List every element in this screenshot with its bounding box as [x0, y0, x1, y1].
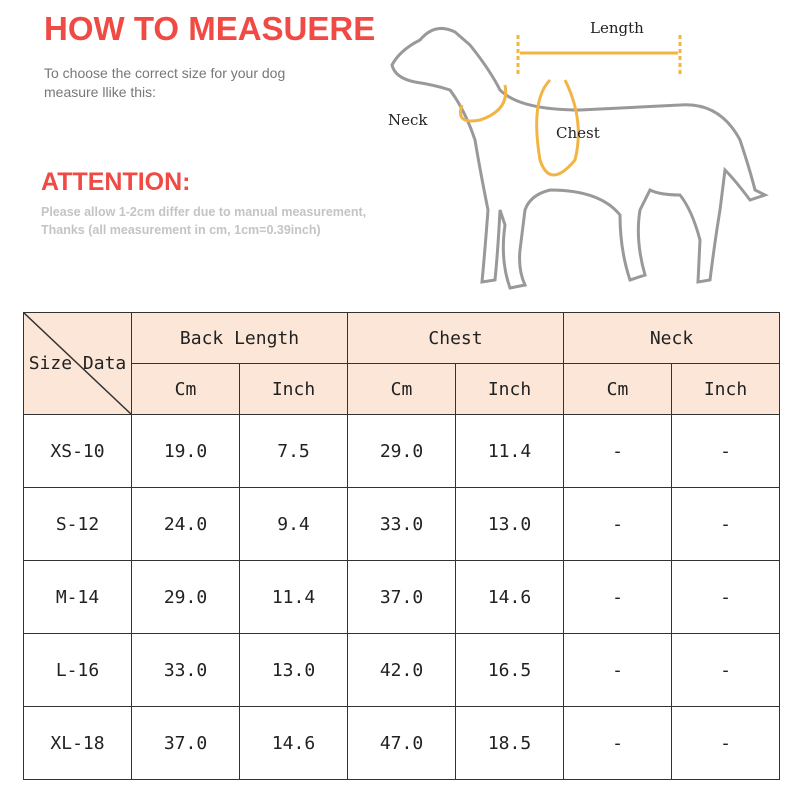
table-row: S-12 24.0 9.4 33.0 13.0- -	[23, 487, 780, 561]
unit-header-row: Cm Inch Cm Inch Cm Inch	[24, 363, 780, 415]
attention-note: Please allow 1-2cm differ due to manual …	[41, 203, 421, 239]
value-cell: 37.0	[131, 706, 240, 780]
value-cell: 13.0	[455, 487, 564, 561]
group-header: Back Length	[131, 312, 348, 364]
value-cell: -	[563, 414, 672, 488]
value-cell: 37.0	[347, 560, 456, 634]
value-cell: 24.0	[131, 487, 240, 561]
value-cell: 33.0	[131, 633, 240, 707]
value-cell: -	[671, 633, 780, 707]
value-cell: -	[671, 487, 780, 561]
value-cell: -	[671, 414, 780, 488]
value-cell: 29.0	[131, 560, 240, 634]
value-cell: 13.0	[239, 633, 348, 707]
value-cell: 29.0	[347, 414, 456, 488]
size-cell: XL-18	[23, 706, 132, 780]
corner-label: Size Data	[28, 353, 127, 374]
value-cell: -	[563, 487, 672, 561]
unit-header: Cm	[347, 363, 456, 415]
unit-header: Inch	[455, 363, 564, 415]
page-title: HOW TO MEASUERE	[44, 10, 376, 47]
value-cell: 11.4	[239, 560, 348, 634]
length-arrow	[516, 35, 682, 75]
value-cell: 14.6	[455, 560, 564, 634]
unit-header: Cm	[563, 363, 672, 415]
dog-outline	[390, 26, 769, 290]
table-row: M-14 29.0 11.4 37.0 14.6- -	[23, 560, 780, 634]
attention-heading: ATTENTION:	[41, 168, 191, 196]
dog-measurement-illustration	[390, 26, 769, 290]
chest-label: Chest	[556, 124, 600, 142]
subtitle: To choose the correct size for your dog …	[44, 65, 286, 100]
note-line-1: Please allow 1-2cm differ due to manual …	[41, 205, 367, 219]
unit-header: Cm	[131, 363, 240, 415]
size-table: Size Data Back Length Chest Neck Cm Inch…	[23, 312, 780, 780]
value-cell: -	[563, 560, 672, 634]
note-line-2: Thanks (all measurement in cm, 1cm=0.39i…	[41, 223, 321, 237]
value-cell: 42.0	[347, 633, 456, 707]
value-cell: 9.4	[239, 487, 348, 561]
value-cell: 11.4	[455, 414, 564, 488]
value-cell: 19.0	[131, 414, 240, 488]
value-cell: 33.0	[347, 487, 456, 561]
value-cell: 7.5	[239, 414, 348, 488]
neck-arrow	[459, 84, 508, 123]
table-row: XL-18 37.0 14.6 47.0 18.5- -	[23, 706, 780, 780]
value-cell: -	[563, 706, 672, 780]
unit-header: Inch	[671, 363, 780, 415]
table-row: L-16 33.0 13.0 42.0 16.5- -	[23, 633, 780, 707]
table-header-row: Size Data Back Length Chest Neck	[23, 312, 780, 415]
size-cell: M-14	[23, 560, 132, 634]
value-cell: 18.5	[455, 706, 564, 780]
size-cell: S-12	[23, 487, 132, 561]
group-header: Chest	[347, 312, 564, 364]
corner-cell: Size Data	[23, 312, 132, 415]
size-cell: L-16	[23, 633, 132, 707]
value-cell: 16.5	[455, 633, 564, 707]
length-label: Length	[590, 19, 644, 37]
neck-label: Neck	[388, 111, 428, 129]
size-cell: XS-10	[23, 414, 132, 488]
diagonal-line	[24, 313, 132, 415]
value-cell: -	[563, 633, 672, 707]
value-cell: 14.6	[239, 706, 348, 780]
value-cell: 47.0	[347, 706, 456, 780]
group-header: Neck	[563, 312, 780, 364]
unit-header: Inch	[239, 363, 348, 415]
value-cell: -	[671, 706, 780, 780]
value-cell: -	[671, 560, 780, 634]
chest-arrow	[535, 78, 580, 177]
table-row: XS-10 19.0 7.5 29.0 11.4- -	[23, 414, 780, 488]
